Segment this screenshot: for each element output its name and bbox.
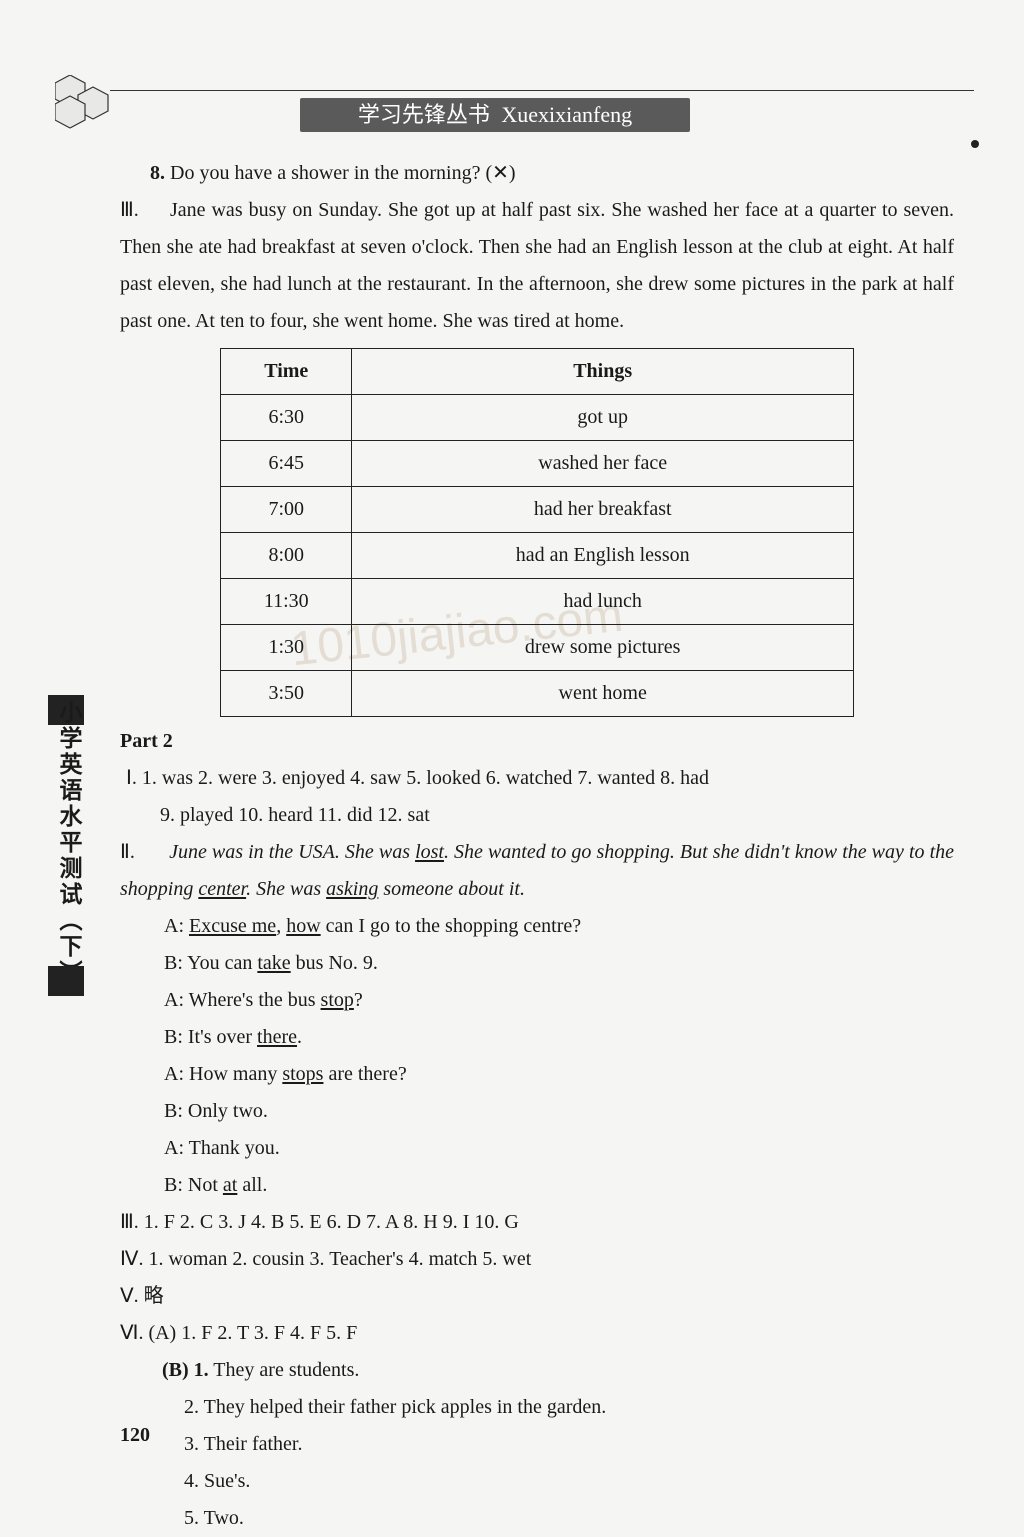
part2-II-passage: Ⅱ. June was in the USA. She was lost. Sh… xyxy=(120,834,954,908)
dialog-line: A: How many stops are there? xyxy=(164,1056,954,1093)
banner-zh: 学习先锋丛书 xyxy=(358,102,490,127)
part2-I-line2: 9. played 10. heard 11. did 12. sat xyxy=(120,797,954,834)
dialog-line: B: It's over there. xyxy=(164,1019,954,1056)
table-row: 7:00had her breakfast xyxy=(221,487,854,533)
page-number: 120 xyxy=(120,1424,150,1447)
part2-I-line1: Ⅰ. 1. was 2. were 3. enjoyed 4. saw 5. l… xyxy=(126,760,954,797)
header-hex-icon xyxy=(55,75,115,130)
table-row: 6:45washed her face xyxy=(221,441,854,487)
dialog-line: A: Excuse me, how can I go to the shoppi… xyxy=(164,908,954,945)
part2-VI-B-head: (B) 1. They are students. xyxy=(162,1352,954,1389)
table-row: 3:50went home xyxy=(221,671,854,717)
th-things: Things xyxy=(352,349,853,395)
dialog-line: B: Only two. xyxy=(164,1093,954,1130)
corner-dot xyxy=(971,140,979,148)
item-8-num: 8. xyxy=(150,162,165,184)
header-rule xyxy=(110,90,974,91)
dialog-line: B: You can take bus No. 9. xyxy=(164,945,954,982)
part2-V: Ⅴ. 略 xyxy=(120,1278,954,1315)
section-III-passage: Ⅲ. Jane was busy on Sunday. She got up a… xyxy=(120,192,954,340)
schedule-table: Time Things 6:30got up 6:45washed her fa… xyxy=(220,348,854,717)
item-8-text: Do you have a shower in the morning? (✕) xyxy=(170,162,516,184)
table-row: 1:30drew some pictures xyxy=(221,625,854,671)
part2-VI-A: Ⅵ. (A) 1. F 2. T 3. F 4. F 5. F xyxy=(120,1315,954,1352)
roman-III: Ⅲ. xyxy=(120,192,164,229)
series-banner: 学习先锋丛书 Xuexixianfeng xyxy=(300,98,690,132)
dialog-line: A: Thank you. xyxy=(164,1130,954,1167)
item-8: 8. Do you have a shower in the morning? … xyxy=(120,155,954,192)
table-row: 11:30had lunch xyxy=(221,579,854,625)
dialog-line: B: Not at all. xyxy=(164,1167,954,1204)
part2-VI-B-3: 3. Their father. xyxy=(184,1426,954,1463)
side-bar-bottom xyxy=(48,966,84,996)
part2-VI-B-4: 4. Sue's. xyxy=(184,1463,954,1500)
part2-heading: Part 2 xyxy=(120,723,954,760)
part2-VI-B-2: 2. They helped their father pick apples … xyxy=(184,1389,954,1426)
table-row: 8:00had an English lesson xyxy=(221,533,854,579)
side-vertical-title: 小学英语水平测试︵下︶ xyxy=(55,700,83,986)
table-header-row: Time Things xyxy=(221,349,854,395)
th-time: Time xyxy=(221,349,352,395)
part2-VI-B-5: 5. Two. xyxy=(184,1500,954,1537)
banner-latin: Xuexixianfeng xyxy=(501,102,632,127)
dialog-block: A: Excuse me, how can I go to the shoppi… xyxy=(164,908,954,1204)
table-row: 6:30got up xyxy=(221,395,854,441)
roman-II: Ⅱ. xyxy=(120,834,164,871)
part2-III: Ⅲ. 1. F 2. C 3. J 4. B 5. E 6. D 7. A 8.… xyxy=(120,1204,954,1241)
dialog-line: A: Where's the bus stop? xyxy=(164,982,954,1019)
page-content: 8. Do you have a shower in the morning? … xyxy=(120,155,954,1537)
part2-IV: Ⅳ. 1. woman 2. cousin 3. Teacher's 4. ma… xyxy=(120,1241,954,1278)
section-III-text: Jane was busy on Sunday. She got up at h… xyxy=(120,199,954,332)
